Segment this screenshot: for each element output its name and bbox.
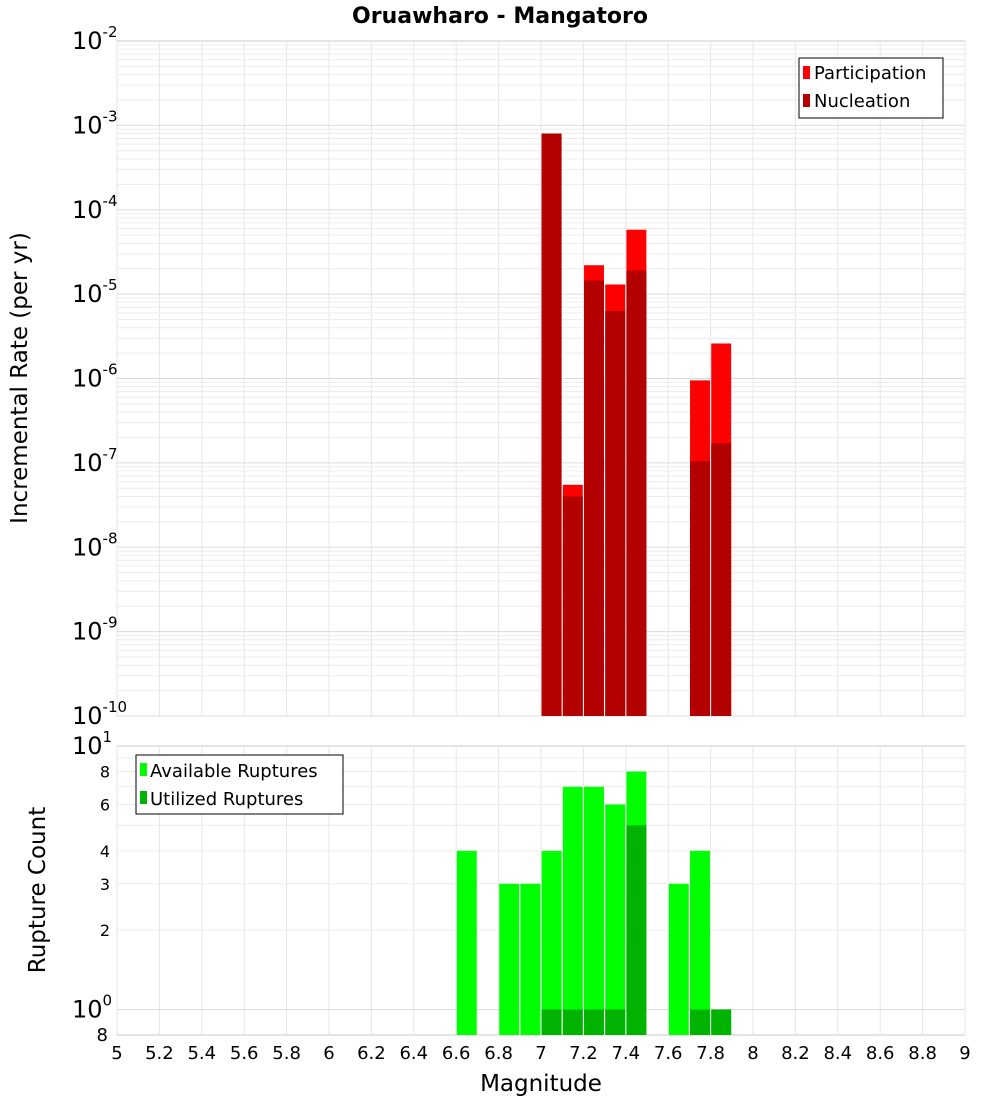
y-minor-tick-label-bottom: 8	[97, 1025, 108, 1046]
x-tick-label: 6.4	[399, 1043, 428, 1064]
legend-label-participation: Participation	[814, 63, 926, 84]
x-tick-label: 5.2	[145, 1043, 174, 1064]
bar-available-ruptures	[668, 883, 689, 1035]
bar-nucleation	[584, 280, 604, 716]
legend-label-nucleation: Nucleation	[814, 91, 910, 112]
legend-swatch-nucleation	[803, 94, 810, 107]
legend-swatch-utilized-ruptures	[140, 791, 147, 804]
bar-available-ruptures	[584, 786, 604, 1035]
x-tick-label: 6.2	[357, 1043, 386, 1064]
rate-y-axis-label: Incremental Rate (per yr)	[7, 232, 33, 524]
x-tick-label: 6.8	[484, 1043, 513, 1064]
y-minor-tick-label-bottom: 6	[100, 795, 110, 814]
bar-utilized-ruptures	[626, 825, 647, 1035]
y-minor-tick-label-bottom: 2	[100, 921, 110, 940]
bar-utilized-ruptures	[562, 1009, 583, 1035]
x-tick-label: 7.8	[696, 1043, 725, 1064]
chart-title: Oruawharo - Mangatoro	[352, 4, 648, 29]
x-tick-label: 5.4	[187, 1043, 216, 1064]
x-tick-label: 7	[535, 1043, 546, 1064]
count-legend: Available Ruptures Utilized Ruptures	[135, 754, 344, 815]
x-tick-label: 6	[323, 1043, 334, 1064]
bar-available-ruptures	[605, 804, 626, 1035]
x-tick-label: 7.6	[654, 1043, 683, 1064]
y-tick-label-top: 10-7	[72, 445, 118, 477]
count-bars	[456, 771, 732, 1035]
bar-available-ruptures	[520, 883, 541, 1035]
bar-nucleation	[711, 443, 732, 716]
rate-bars	[541, 133, 732, 717]
bar-utilized-ruptures	[711, 1009, 732, 1035]
x-tick-label: 7.4	[611, 1043, 640, 1064]
y-major-tick-label-bottom: 101	[72, 728, 112, 760]
bar-utilized-ruptures	[690, 1009, 710, 1035]
bar-nucleation	[562, 496, 583, 716]
x-tick-label: 5.8	[272, 1043, 301, 1064]
y-tick-label-top: 10-6	[72, 361, 118, 393]
bar-nucleation	[541, 133, 562, 717]
x-tick-label: 8.8	[908, 1043, 937, 1064]
count-y-axis-label: Rupture Count	[25, 807, 51, 973]
y-minor-tick-label-bottom: 8	[100, 763, 110, 782]
y-minor-tick-label-bottom: 4	[100, 842, 110, 861]
count-x-ticks: 5 5.2 5.4 5.6 5.8 6 6.2 6.4 6.6 6.8 7 7.2 7.4 7.6 7.8 8…	[111, 1043, 970, 1064]
y-tick-label-top: 10-2	[72, 23, 118, 55]
x-tick-label: 8.2	[781, 1043, 810, 1064]
bar-nucleation	[605, 311, 626, 716]
x-tick-label: 8.4	[823, 1043, 852, 1064]
rate-legend: Participation Nucleation	[798, 57, 944, 119]
bar-available-ruptures	[456, 850, 477, 1035]
bar-utilized-ruptures	[605, 1009, 626, 1035]
y-tick-label-top: 10-8	[72, 529, 118, 561]
x-tick-label: 7.2	[569, 1043, 598, 1064]
x-tick-label: 8.6	[866, 1043, 895, 1064]
bar-available-ruptures	[541, 850, 562, 1035]
x-tick-label: 5	[111, 1043, 122, 1064]
count-legend-box	[135, 754, 344, 815]
bar-available-ruptures	[690, 850, 710, 1035]
rate-legend-box	[798, 57, 944, 119]
count-y-ticks: 100 101 8 2 3 4 6 8	[72, 728, 112, 1046]
bar-utilized-ruptures	[584, 1009, 604, 1035]
x-tick-label: 9	[959, 1043, 970, 1064]
y-minor-tick-label-bottom: 3	[100, 875, 110, 894]
y-tick-label-top: 10-9	[72, 614, 118, 646]
y-tick-label-top: 10-3	[72, 107, 118, 139]
legend-label-available-ruptures: Available Ruptures	[150, 761, 318, 782]
legend-swatch-available-ruptures	[140, 763, 147, 776]
bar-available-ruptures	[499, 883, 520, 1035]
y-major-tick-label-bottom: 100	[72, 991, 112, 1023]
legend-swatch-participation	[803, 66, 810, 79]
bar-nucleation	[626, 270, 647, 716]
y-tick-label-top: 10-5	[72, 276, 118, 308]
x-tick-label: 5.6	[230, 1043, 259, 1064]
bar-nucleation	[690, 461, 710, 716]
x-tick-label: 6.6	[442, 1043, 471, 1064]
x-tick-label: 8	[747, 1043, 758, 1064]
bar-available-ruptures	[562, 786, 583, 1035]
rate-y-ticks: 10-10 10-9 10-8 10-7 10-6 10-5 10-4 10-3 10-2	[72, 23, 127, 730]
y-tick-label-top: 10-4	[72, 192, 118, 224]
bar-utilized-ruptures	[541, 1009, 562, 1035]
legend-label-utilized-ruptures: Utilized Ruptures	[150, 789, 303, 810]
rate-gridlines	[116, 41, 966, 717]
y-tick-label-top: 10-10	[72, 698, 127, 730]
x-axis-label: Magnitude	[480, 1071, 602, 1097]
